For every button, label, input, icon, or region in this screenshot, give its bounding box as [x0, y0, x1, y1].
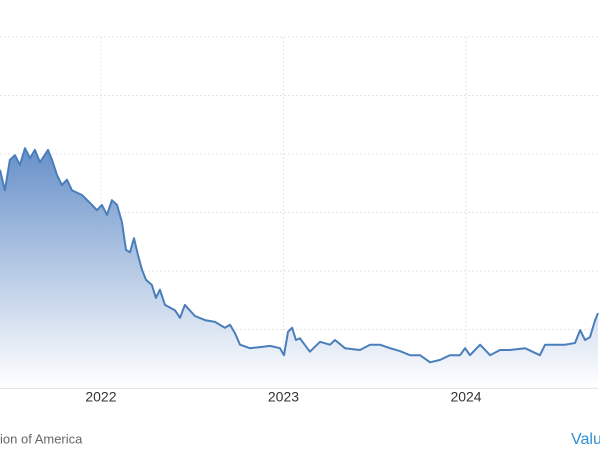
x-tick-label: 2023: [268, 389, 299, 405]
source-text: ion of America: [0, 431, 83, 446]
x-tick-label: 2022: [85, 389, 116, 405]
area: [0, 148, 598, 388]
link-text[interactable]: Valu: [571, 431, 600, 448]
x-tick-label: 2024: [450, 389, 481, 405]
line: [0, 147, 599, 364]
